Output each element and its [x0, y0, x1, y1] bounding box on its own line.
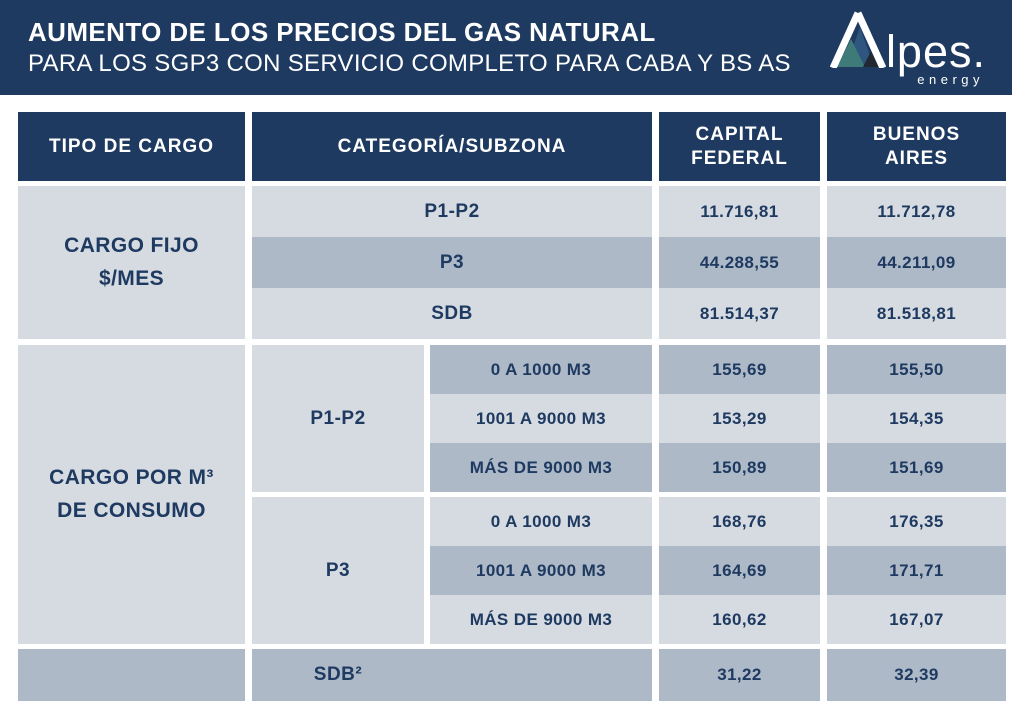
section-cargo-consumo: CARGO POR M³ DE CONSUMO P1-P2 P3 0 A 100… [18, 345, 1006, 644]
buenos-aires-column: 155,50 154,35 151,69 176,35 171,71 167,0… [827, 345, 1006, 644]
value-cell: 150,89 [659, 443, 820, 492]
mountain-a-icon [829, 11, 886, 68]
value-cell: 11.716,81 [659, 186, 820, 237]
subzona-cell: 1001 A 9000 M3 [430, 394, 652, 443]
value-cell: 167,07 [827, 595, 1006, 644]
value-cell: 81.518,81 [827, 288, 1006, 339]
section-cargo-fijo: CARGO FIJO $/MES P1-P2 P3 SDB 11.716,81 … [18, 186, 1006, 339]
value-cell: 164,69 [659, 546, 820, 595]
logo-wordmark: lpes. [885, 25, 986, 77]
value-cell: 151,69 [827, 443, 1006, 492]
page-title: AUMENTO DE LOS PRECIOS DEL GAS NATURAL [28, 17, 656, 47]
empty-cell [18, 649, 245, 701]
header-band: AUMENTO DE LOS PRECIOS DEL GAS NATURAL P… [0, 0, 1012, 95]
value-cell: 81.514,37 [659, 288, 820, 339]
value-cell: 160,62 [659, 595, 820, 644]
col-header-buenos-aires-label: BUENOS AIRES [872, 123, 961, 169]
alpes-logo: lpes. energy [829, 10, 986, 87]
price-table: TIPO DE CARGO CATEGORÍA/SUBZONA CAPITAL … [18, 112, 1006, 701]
col-header-categoria-subzona: CATEGORÍA/SUBZONA [252, 112, 652, 181]
section-label-line1: CARGO POR M³ [49, 465, 214, 489]
value-cell: 44.211,09 [827, 237, 1006, 288]
value-cell: 168,76 [659, 497, 820, 546]
buenos-aires-column: 11.712,78 44.211,09 81.518,81 [827, 186, 1006, 339]
section-label-cargo-consumo: CARGO POR M³ DE CONSUMO [18, 345, 245, 644]
col-header-capital-federal: CAPITAL FEDERAL [659, 112, 820, 181]
subcategoria-cell: P3 [252, 497, 424, 644]
section-label-cargo-fijo: CARGO FIJO $/MES [18, 186, 245, 339]
value-cell: 31,22 [659, 649, 820, 701]
logo-row: lpes. [829, 10, 986, 77]
subzona-cell: MÁS DE 9000 M3 [430, 595, 652, 644]
value-cell: 171,71 [827, 546, 1006, 595]
subzona-cell: 0 A 1000 M3 [430, 497, 652, 546]
logo-tagline: energy [917, 72, 984, 87]
spacer [252, 492, 424, 497]
value-cell: 155,50 [827, 345, 1006, 394]
section-label-line2: DE CONSUMO [57, 498, 206, 522]
sdb2-label: SDB² [313, 664, 363, 685]
categoria-column: P1-P2 P3 SDB [252, 186, 652, 339]
page-subtitle: PARA LOS SGP3 CON SERVICIO COMPLETO PARA… [28, 50, 791, 77]
col-header-buenos-aires: BUENOS AIRES [827, 112, 1006, 181]
subcategoria-column: P1-P2 P3 [252, 345, 424, 644]
spacer [827, 492, 1006, 497]
subzona-cell: MÁS DE 9000 M3 [430, 443, 652, 492]
col-header-tipo-de-cargo: TIPO DE CARGO [18, 112, 245, 181]
row-sdb2: SDB² 31,22 32,39 [18, 649, 1006, 701]
spacer [430, 492, 652, 497]
value-cell: 154,35 [827, 394, 1006, 443]
subzona-cell: 0 A 1000 M3 [430, 345, 652, 394]
categoria-cell: SDB [252, 288, 652, 339]
value-cell: 11.712,78 [827, 186, 1006, 237]
value-cell: 155,69 [659, 345, 820, 394]
capital-federal-column: 11.716,81 44.288,55 81.514,37 [659, 186, 820, 339]
spacer [659, 492, 820, 497]
header-titles: AUMENTO DE LOS PRECIOS DEL GAS NATURAL P… [28, 19, 791, 76]
categoria-cell: P3 [252, 237, 652, 288]
section-label-line1: CARGO FIJO [64, 233, 199, 257]
subcategoria-cell: P1-P2 [252, 345, 424, 492]
col-header-capital-federal-label: CAPITAL FEDERAL [691, 123, 788, 169]
categoria-subzona-columns: P1-P2 P3 0 A 1000 M3 1001 A 9000 M3 MÁS … [252, 345, 652, 644]
value-cell: 44.288,55 [659, 237, 820, 288]
subzona-cell: 1001 A 9000 M3 [430, 546, 652, 595]
table-header-row: TIPO DE CARGO CATEGORÍA/SUBZONA CAPITAL … [18, 112, 1006, 181]
value-cell: 32,39 [827, 649, 1006, 701]
value-cell: 153,29 [659, 394, 820, 443]
section-label-line2: $/MES [98, 266, 165, 290]
value-cell: 176,35 [827, 497, 1006, 546]
subzona-column: 0 A 1000 M3 1001 A 9000 M3 MÁS DE 9000 M… [430, 345, 652, 644]
capital-federal-column: 155,69 153,29 150,89 168,76 164,69 160,6… [659, 345, 820, 644]
categoria-cell: P1-P2 [252, 186, 652, 237]
categoria-cell: SDB² [252, 649, 652, 701]
